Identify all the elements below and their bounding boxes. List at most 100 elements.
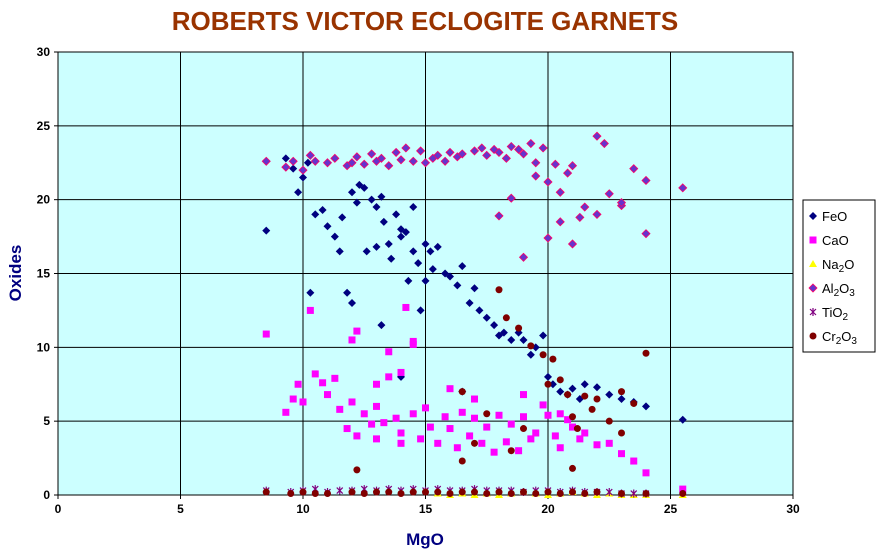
- marker: [299, 488, 307, 496]
- marker: [678, 183, 688, 193]
- marker: [518, 149, 529, 159]
- marker: [551, 432, 559, 440]
- marker: [471, 414, 478, 422]
- marker: [288, 156, 298, 166]
- y-tick-label: 15: [37, 267, 51, 281]
- y-tick-label: 20: [37, 193, 51, 207]
- marker: [306, 306, 314, 314]
- legend-marker: [809, 236, 817, 244]
- marker: [421, 239, 430, 248]
- marker: [642, 402, 650, 411]
- marker: [514, 144, 524, 155]
- marker: [397, 439, 405, 447]
- marker: [348, 398, 356, 406]
- marker: [592, 131, 602, 141]
- marker: [379, 217, 388, 226]
- marker: [384, 239, 393, 248]
- marker: [538, 143, 548, 153]
- legend-label: Cr2O3: [822, 329, 857, 347]
- marker: [532, 429, 540, 437]
- marker: [311, 370, 319, 378]
- marker: [478, 439, 486, 447]
- marker: [343, 425, 351, 433]
- marker: [348, 188, 356, 197]
- marker: [348, 336, 356, 344]
- marker: [470, 284, 479, 293]
- marker: [477, 143, 487, 153]
- marker: [380, 419, 388, 427]
- marker: [368, 420, 376, 428]
- marker: [569, 413, 576, 421]
- marker: [483, 410, 491, 418]
- legend-label: FeO: [822, 209, 847, 224]
- marker: [408, 156, 418, 166]
- marker: [397, 368, 405, 376]
- marker: [376, 153, 386, 163]
- chart-title: ROBERTS VICTOR ECLOGITE GARNETS: [172, 6, 679, 36]
- marker: [453, 444, 461, 452]
- marker: [506, 141, 516, 152]
- marker: [502, 438, 510, 446]
- marker: [306, 288, 315, 297]
- marker: [409, 410, 417, 418]
- marker: [555, 187, 565, 197]
- marker: [618, 429, 625, 437]
- marker: [576, 435, 584, 443]
- marker: [605, 488, 613, 497]
- marker: [678, 415, 687, 424]
- marker: [372, 242, 381, 251]
- marker: [567, 239, 578, 249]
- marker: [458, 457, 466, 465]
- marker: [563, 168, 573, 178]
- marker: [287, 490, 295, 498]
- marker: [543, 177, 553, 187]
- marker: [532, 490, 540, 498]
- marker: [404, 276, 413, 285]
- marker: [343, 288, 352, 297]
- marker: [360, 490, 368, 498]
- marker: [519, 335, 528, 344]
- marker: [501, 153, 511, 163]
- marker: [446, 385, 454, 393]
- marker: [544, 380, 552, 388]
- y-tick-label: 30: [37, 45, 51, 59]
- marker: [282, 408, 290, 416]
- marker: [457, 149, 467, 159]
- marker: [434, 439, 442, 447]
- marker: [593, 488, 601, 496]
- marker: [543, 233, 553, 243]
- legend-label: Al2O3: [822, 281, 855, 299]
- marker: [642, 469, 650, 477]
- marker: [281, 162, 291, 172]
- marker: [289, 164, 298, 173]
- marker: [526, 350, 535, 359]
- marker: [531, 158, 541, 168]
- marker: [465, 299, 474, 308]
- marker: [471, 488, 478, 496]
- marker: [446, 490, 454, 498]
- marker: [434, 488, 442, 496]
- marker: [490, 448, 498, 456]
- marker: [507, 420, 515, 428]
- marker: [539, 401, 547, 409]
- marker: [507, 490, 515, 498]
- marker: [679, 485, 687, 493]
- marker: [556, 387, 565, 396]
- marker: [569, 423, 576, 431]
- marker: [322, 158, 333, 168]
- marker: [310, 156, 320, 166]
- marker: [458, 388, 466, 396]
- marker: [373, 488, 380, 496]
- marker: [569, 464, 576, 472]
- marker: [573, 425, 581, 433]
- marker: [367, 149, 377, 159]
- marker: [593, 395, 601, 403]
- marker: [569, 488, 576, 496]
- legend-marker: [809, 308, 817, 316]
- legend-marker: [809, 260, 817, 267]
- marker: [416, 306, 425, 315]
- marker: [642, 490, 650, 498]
- marker: [475, 306, 484, 315]
- marker: [618, 490, 625, 498]
- marker: [421, 276, 430, 285]
